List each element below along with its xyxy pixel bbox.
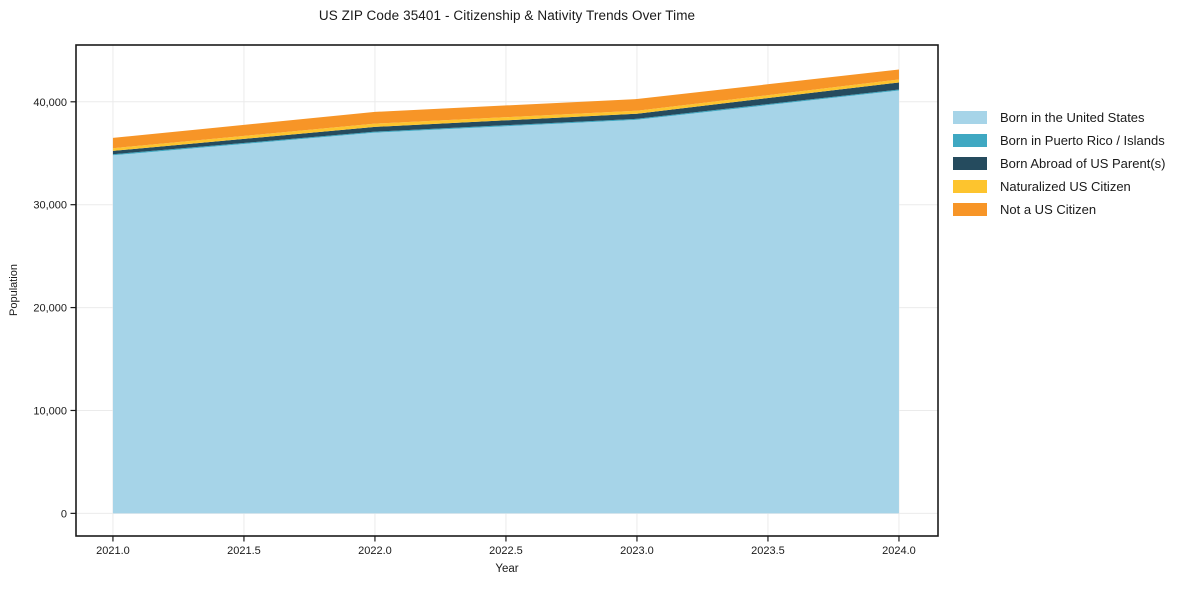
legend-swatch-naturalized (953, 179, 987, 193)
legend-item: Born Abroad of US Parent(s) (953, 155, 1166, 171)
x-tick-label: 2023.5 (751, 545, 785, 557)
legend-swatch-puerto-rico (953, 133, 987, 147)
x-axis-title: Year (495, 563, 519, 575)
y-tick-label: 40,000 (33, 97, 67, 109)
legend-label: Not a US Citizen (1000, 201, 1097, 217)
x-tick-label: 2021.0 (96, 545, 130, 557)
y-tick-label: 30,000 (33, 200, 67, 212)
legend-item: Naturalized US Citizen (953, 178, 1165, 194)
legend-label: Born in the United States (1000, 109, 1145, 125)
y-tick-label: 0 (61, 508, 67, 520)
legend-label: Born Abroad of US Parent(s) (1000, 155, 1166, 171)
legend-item: Born in the United States (953, 109, 1165, 125)
x-tick-label: 2022.0 (358, 545, 392, 557)
x-tick-label: 2024.0 (882, 545, 916, 557)
x-tick-label: 2021.5 (227, 545, 261, 557)
y-axis-title: Population (8, 264, 20, 316)
legend-swatch-not-citizen (953, 202, 987, 216)
legend-label: Naturalized US Citizen (1000, 178, 1131, 194)
area-series-4 (112, 69, 899, 149)
area-series-2 (112, 82, 899, 155)
legend-item: Not a US Citizen (953, 201, 1165, 217)
y-tick-label: 10,000 (33, 405, 67, 417)
legend-swatch-born-in-us (953, 110, 987, 124)
legend-item: Born in Puerto Rico / Islands (953, 132, 1165, 148)
legend-label: Born in Puerto Rico / Islands (1000, 132, 1165, 148)
x-tick-label: 2022.5 (489, 545, 523, 557)
chart-title: US ZIP Code 35401 - Citizenship & Nativi… (318, 8, 696, 23)
area-series-0 (112, 90, 899, 514)
legend-swatch-born-abroad (953, 156, 987, 170)
plot-frame (75, 44, 939, 537)
legend: Born in the United States Born in Puerto… (953, 109, 1166, 217)
y-tick-label: 20,000 (33, 303, 67, 315)
x-tick-label: 2023.0 (620, 545, 654, 557)
